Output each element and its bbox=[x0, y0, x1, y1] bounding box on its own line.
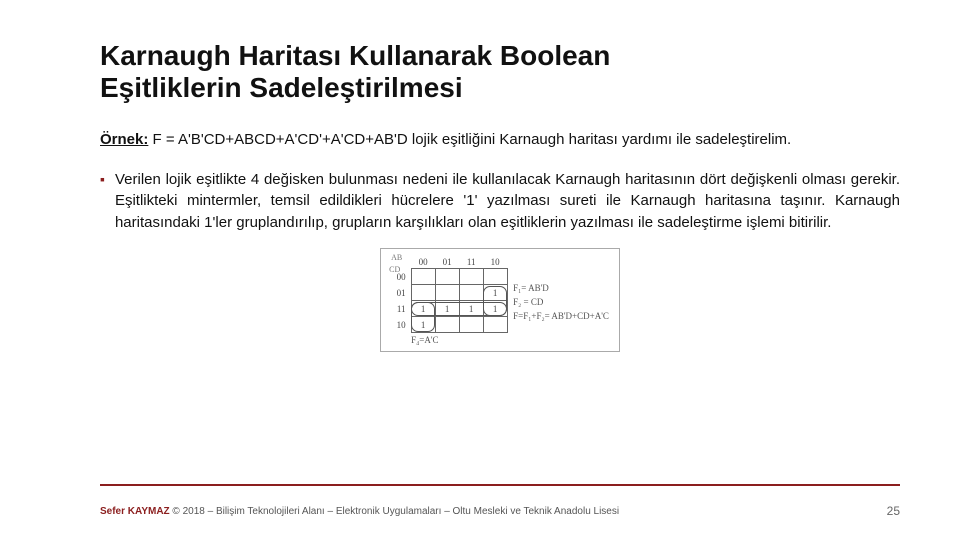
kmap-col-label: 11 bbox=[459, 255, 483, 269]
kmap-col-label: 10 bbox=[483, 255, 507, 269]
footer-divider bbox=[100, 484, 900, 486]
kmap-cell bbox=[435, 268, 460, 285]
bullet-item: ▪ Verilen lojik eşitlikte 4 değisken bul… bbox=[100, 169, 900, 234]
kmap-corner-side: CD bbox=[389, 265, 400, 274]
footer-author: Sefer KAYMAZ bbox=[100, 506, 170, 517]
kmap-cell bbox=[459, 268, 484, 285]
kmap-cell bbox=[483, 316, 508, 333]
kmap-cell bbox=[459, 316, 484, 333]
kmap-row-label: 01 bbox=[391, 285, 411, 301]
kmap-cell bbox=[411, 268, 436, 285]
footer-text: Sefer KAYMAZ © 2018 – Bilişim Teknolojil… bbox=[100, 506, 619, 517]
kmap-annotation-f1: F₁= AB'D bbox=[513, 283, 609, 293]
title-line-2: Eşitliklerin Sadeleştirilmesi bbox=[100, 72, 463, 103]
example-text: F = A'B'CD+ABCD+A'CD'+A'CD+AB'D lojik eş… bbox=[148, 131, 791, 148]
footer: Sefer KAYMAZ © 2018 – Bilişim Teknolojil… bbox=[100, 504, 900, 518]
kmap-row-label: 11 bbox=[391, 301, 411, 317]
example-paragraph: Örnek: F = A'B'CD+ABCD+A'CD'+A'CD+AB'D l… bbox=[100, 130, 900, 150]
kmap-cell bbox=[459, 284, 484, 301]
example-label: Örnek: bbox=[100, 131, 148, 148]
kmap-cell bbox=[435, 316, 460, 333]
page-number: 25 bbox=[887, 504, 900, 518]
kmap-col-label: 00 bbox=[411, 255, 435, 269]
footer-rest: © 2018 – Bilişim Teknolojileri Alanı – E… bbox=[170, 506, 619, 517]
bullet-square-icon: ▪ bbox=[100, 169, 105, 234]
kmap-row-label: 10 bbox=[391, 317, 411, 333]
kmap-group-oval bbox=[411, 302, 435, 332]
kmap-cell bbox=[411, 284, 436, 301]
kmap-group-oval bbox=[483, 286, 507, 316]
page-title: Karnaugh Haritası Kullanarak Boolean Eşi… bbox=[100, 40, 900, 104]
kmap-cell bbox=[435, 284, 460, 301]
kmap-box: AB CD 00 01 11 10 00 bbox=[380, 248, 620, 352]
kmap-col-label: 01 bbox=[435, 255, 459, 269]
kmap-annotation-f4: F₄=A'C bbox=[411, 335, 438, 345]
kmap-corner-top: AB bbox=[391, 253, 402, 262]
kmap-cell bbox=[483, 268, 508, 285]
kmap-annotation-f3: F=F₁+F₂= AB'D+CD+A'C bbox=[513, 311, 609, 321]
bullet-text: Verilen lojik eşitlikte 4 değisken bulun… bbox=[115, 169, 900, 234]
kmap-figure: AB CD 00 01 11 10 00 bbox=[100, 248, 900, 352]
kmap-annotation-f2: F₂ = CD bbox=[513, 297, 609, 307]
title-line-1: Karnaugh Haritası Kullanarak Boolean bbox=[100, 40, 610, 71]
